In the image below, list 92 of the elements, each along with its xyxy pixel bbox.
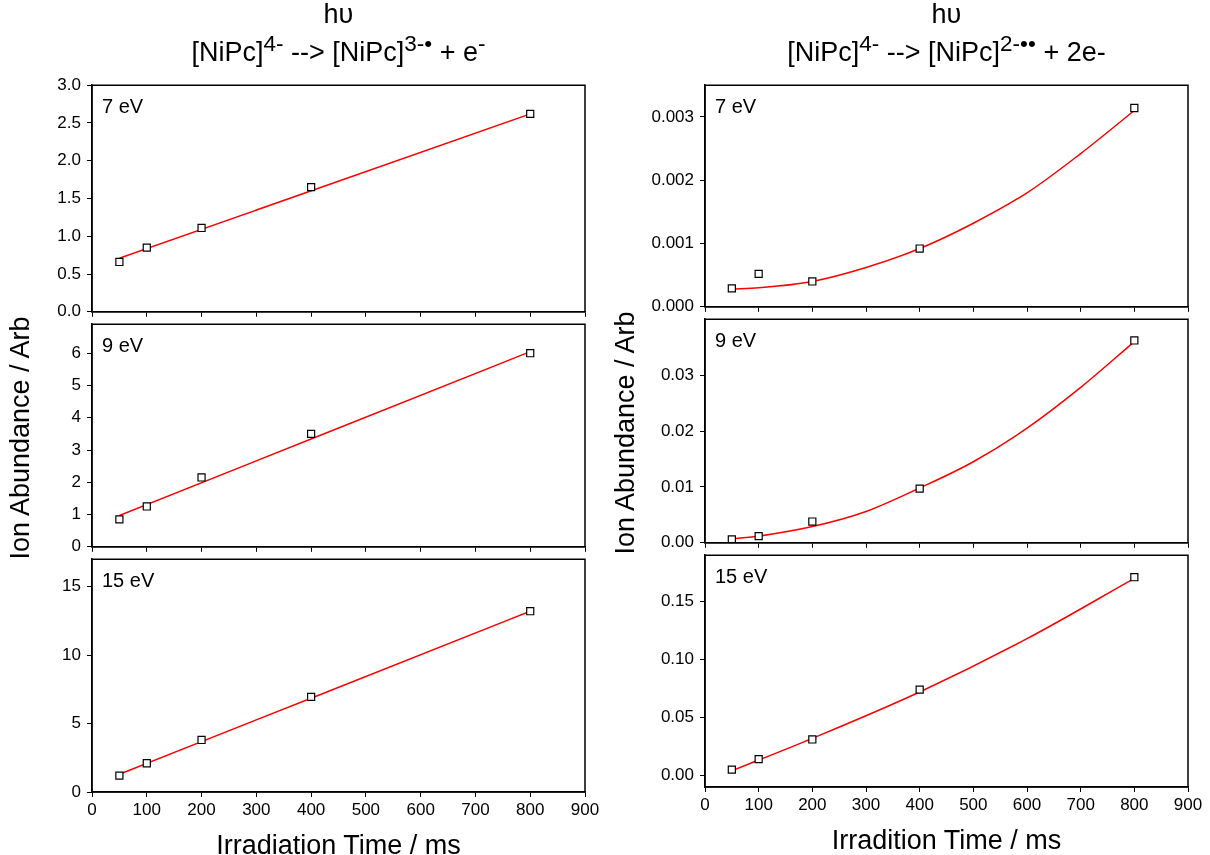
annotation: 9 eV [715, 328, 757, 351]
x-tick-label: 800 [1120, 794, 1149, 814]
point [1130, 336, 1139, 345]
point [142, 243, 151, 252]
y-tick-label: 2 [71, 471, 81, 491]
x-tick-label: 300 [851, 794, 881, 814]
point [115, 257, 124, 267]
point [754, 531, 763, 541]
y-tick-label: 0.001 [651, 233, 694, 253]
point [808, 735, 817, 744]
point [197, 473, 206, 482]
y-tick-label: 15 [62, 576, 81, 596]
y-axis-title: Ion Abundance / Arb [609, 311, 641, 555]
point [727, 535, 736, 543]
y-tick-label: 6 [71, 342, 81, 362]
point [306, 183, 316, 192]
y-tick-label: 0.5 [57, 263, 81, 283]
x-tick-label: 800 [516, 799, 545, 819]
point [306, 692, 316, 701]
chart-title: hυ [NiPc]$^{4-}$ --> [NiPc]$^{3-•}$ + e$^{-}$ [191, 0, 486, 67]
point [808, 277, 817, 286]
y-tick-label: 10 [62, 644, 81, 664]
x-tick-label: 600 [406, 799, 435, 819]
annotation: 9 eV [102, 333, 144, 356]
x-tick-label: 0 [87, 799, 97, 819]
point [197, 223, 206, 233]
x-tick-label: 700 [461, 799, 490, 819]
y-tick-label: 0.10 [660, 649, 694, 669]
point [727, 765, 736, 774]
point [526, 109, 535, 119]
x-tick-label: 400 [296, 799, 326, 819]
y-tick-label: 2.0 [57, 150, 81, 170]
x-tick-label: 600 [1012, 794, 1042, 814]
point [754, 755, 763, 764]
y-tick-label: 0.00 [660, 765, 694, 785]
x-tick-label: 200 [798, 794, 827, 814]
y-tick-label: 4 [71, 407, 81, 427]
point [526, 607, 535, 616]
x-axis-title: Irradition Time / ms [830, 825, 1063, 855]
point [727, 284, 736, 293]
point [306, 429, 316, 439]
chart-title: hυ [NiPc]$^{4-}$ --> [NiPc]$^{2-••}$ + 2e- [787, 0, 1106, 67]
point [1130, 103, 1139, 113]
y-tick-label: 1 [71, 504, 81, 524]
y-tick-label: 0.003 [651, 106, 694, 126]
annotation: 15 eV [102, 568, 155, 591]
y-tick-label: 0.01 [660, 476, 694, 496]
y-tick-label: 1.0 [57, 225, 81, 245]
y-tick-label: 0 [71, 536, 81, 556]
x-tick-label: 400 [905, 794, 934, 814]
y-axis-title: Ion Abundance / Arb [4, 315, 36, 560]
y-tick-label: 0.05 [660, 707, 694, 727]
point [142, 502, 151, 511]
annotation: 7 eV [715, 94, 757, 117]
point [754, 269, 763, 279]
y-tick-label: 0.03 [660, 364, 694, 384]
x-tick-label: 900 [1173, 794, 1203, 814]
point [915, 484, 924, 493]
point [808, 517, 817, 526]
point [197, 735, 206, 745]
point [115, 771, 124, 780]
x-tick-label: 700 [1066, 794, 1095, 814]
y-tick-label: 2.5 [57, 112, 81, 132]
x-tick-label: 900 [570, 799, 600, 819]
y-tick-label: 0.000 [651, 296, 694, 316]
x-tick-label: 0 [700, 794, 710, 814]
y-tick-label: 0.00 [660, 532, 694, 552]
y-tick-label: 1.5 [57, 188, 81, 208]
y-tick-label: 3.0 [57, 74, 81, 94]
point [915, 244, 924, 253]
point [115, 515, 124, 524]
point [142, 759, 151, 768]
x-tick-label: 300 [242, 799, 271, 819]
x-tick-label: 100 [132, 799, 161, 819]
y-tick-label: 0 [71, 781, 81, 801]
y-tick-label: 0.002 [651, 169, 694, 189]
point [915, 685, 924, 694]
annotation: 7 eV [102, 94, 144, 117]
y-tick-label: 3 [71, 439, 81, 459]
x-tick-label: 500 [959, 794, 988, 814]
point [526, 349, 535, 358]
annotation: 15 eV [715, 564, 768, 587]
x-tick-label: 100 [744, 794, 773, 814]
y-tick-label: 5 [71, 713, 81, 733]
y-tick-label: 5 [71, 375, 81, 395]
x-tick-label: 500 [351, 799, 381, 819]
point [1130, 573, 1139, 582]
y-tick-label: 0.15 [660, 591, 694, 611]
y-tick-label: 0.02 [660, 420, 694, 440]
x-axis-title: Irradiation Time / ms [215, 830, 462, 855]
y-tick-label: 0.0 [57, 301, 81, 321]
x-tick-label: 200 [187, 799, 216, 819]
